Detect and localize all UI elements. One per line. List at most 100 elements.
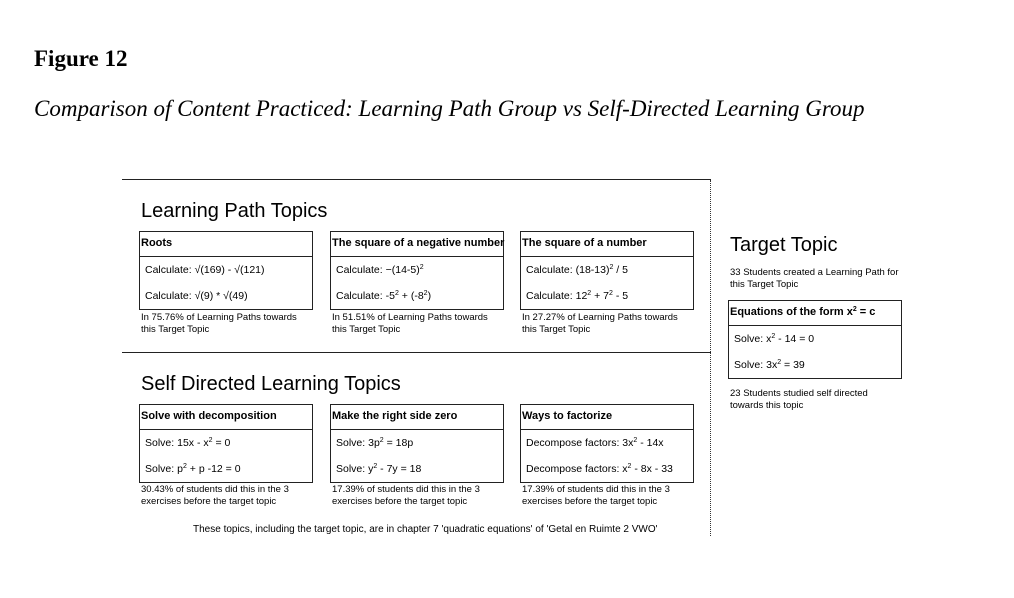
text-segment: + p -12 = 0 [186, 463, 241, 475]
exercise-1: Calculate: √(169) - √(121) [145, 264, 265, 276]
target-heading: Target Topic [730, 234, 838, 256]
superscript: 2 [394, 290, 399, 297]
note-line: In 51.51% of Learning Paths towards [332, 312, 488, 323]
topic-title: Ways to factorize [521, 405, 693, 430]
middle-divider [122, 352, 711, 353]
text-segment: Solve: x [734, 333, 772, 345]
top-divider [122, 179, 711, 180]
exercise-1: Calculate: (18-13)2 / 5 [526, 264, 628, 276]
topic-note: 17.39% of students did this in the 3 exer… [522, 484, 670, 507]
topic-title: Solve with decomposition [140, 405, 312, 430]
text-segment: - 14 = 0 [775, 333, 815, 345]
topic-box-decomposition: Solve with decomposition Solve: 15x - x2… [139, 404, 313, 483]
topic-note: In 51.51% of Learning Paths towards this … [332, 312, 488, 335]
superscript: 2 [609, 290, 613, 297]
note-line: 33 Students created a Learning Path for [730, 267, 899, 278]
target-topic-title: Equations of the form x2 = c [729, 301, 901, 326]
exercise-1: Solve: x2 - 14 = 0 [734, 333, 814, 345]
topic-box-right-side-zero: Make the right side zero Solve: 3p2 = 18… [330, 404, 504, 483]
topic-title: Roots [140, 232, 312, 257]
exercise-1: Solve: 15x - x2 = 0 [145, 437, 230, 449]
superscript: 2 [379, 437, 384, 444]
chapter-footnote: These topics, including the target topic… [193, 524, 658, 535]
note-line: 17.39% of students did this in the 3 [332, 484, 480, 495]
note-line: 17.39% of students did this in the 3 [522, 484, 670, 495]
text-segment: Decompose factors: 3x [526, 437, 634, 449]
note-line: In 27.27% of Learning Paths towards [522, 312, 678, 323]
self-directed-heading: Self Directed Learning Topics [141, 373, 401, 395]
topic-box-factorize: Ways to factorize Decompose factors: 3x2… [520, 404, 694, 483]
text-segment: = c [856, 306, 876, 318]
superscript: 2 [587, 290, 592, 297]
text-segment: - 8x - 33 [631, 463, 673, 475]
topic-title: The square of a negative number [331, 232, 504, 257]
note-line: exercises before the target topic [332, 495, 468, 507]
superscript: 2 [777, 359, 782, 366]
text-segment: = 39 [781, 359, 805, 371]
text-segment: Solve: 3x [734, 359, 778, 371]
text-segment: Calculate: −(14-5) [336, 264, 420, 276]
text-segment: Solve: p [145, 463, 183, 475]
superscript: 2 [208, 437, 213, 444]
note-line: exercises before the target topic [522, 495, 658, 507]
text-segment: / 5 [613, 264, 628, 276]
text-segment: Solve: y [336, 463, 374, 475]
note-line: In 75.76% of Learning Paths towards [141, 312, 297, 323]
text-segment: Equations of the form x [730, 306, 853, 318]
exercise-2: Decompose factors: x2 - 8x - 33 [526, 463, 673, 475]
superscript: 2 [609, 264, 614, 271]
exercise-2: Calculate: 122 + 72 - 5 [526, 290, 628, 302]
text-segment: + 7 [591, 290, 610, 302]
exercise-2: Solve: y2 - 7y = 18 [336, 463, 421, 475]
superscript: 2 [373, 463, 378, 470]
superscript: 2 [633, 437, 638, 444]
note-line: towards this topic [730, 399, 804, 411]
topic-box-roots: Roots Calculate: √(169) - √(121) Calcula… [139, 231, 313, 310]
topic-note: In 27.27% of Learning Paths towards this … [522, 312, 678, 335]
text-segment: Solve: 3p [336, 437, 380, 449]
topic-note: In 75.76% of Learning Paths towards this … [141, 312, 297, 335]
target-topic-box: Equations of the form x2 = c Solve: x2 -… [728, 300, 902, 379]
topic-box-square-number: The square of a number Calculate: (18-13… [520, 231, 694, 310]
text-segment: Calculate: √(9) * √(49) [145, 290, 248, 302]
text-segment: Decompose factors: x [526, 463, 628, 475]
text-segment: + (-8 [398, 290, 424, 302]
note-line: this Target Topic [522, 323, 591, 335]
note-line: exercises before the target topic [141, 495, 277, 507]
text-segment: Solve: 15x - x [145, 437, 209, 449]
topic-box-square-negative: The square of a negative number Calculat… [330, 231, 504, 310]
text-segment: = 18p [383, 437, 414, 449]
exercise-2: Calculate: √(9) * √(49) [145, 290, 248, 302]
text-segment: - 7y = 18 [377, 463, 422, 475]
exercise-2: Solve: 3x2 = 39 [734, 359, 805, 371]
figure-title: Comparison of Content Practiced: Learnin… [34, 96, 865, 121]
text-segment: - 5 [612, 290, 629, 302]
note-line: this Target Topic [141, 323, 210, 335]
superscript: 2 [182, 463, 187, 470]
target-note-top: 33 Students created a Learning Path for t… [730, 267, 898, 290]
exercise-1: Calculate: −(14-5)2 [336, 264, 424, 276]
superscript: 2 [852, 306, 857, 313]
target-note-bottom: 23 Students studied self directed towards… [730, 388, 868, 411]
exercise-1: Solve: 3p2 = 18p [336, 437, 413, 449]
text-segment: Calculate: √(169) - √(121) [145, 264, 265, 276]
text-segment: Calculate: -5 [336, 290, 395, 302]
topic-title: Make the right side zero [331, 405, 503, 430]
text-segment: Calculate: 12 [526, 290, 588, 302]
superscript: 2 [423, 290, 428, 297]
note-line: this Target Topic [730, 278, 799, 290]
exercise-2: Solve: p2 + p -12 = 0 [145, 463, 241, 475]
note-line: 30.43% of students did this in the 3 [141, 484, 289, 495]
text-segment: Calculate: (18-13) [526, 264, 610, 276]
note-line: this Target Topic [332, 323, 401, 335]
target-divider [710, 180, 711, 536]
exercise-1: Decompose factors: 3x2 - 14x [526, 437, 664, 449]
text-segment: - 14x [637, 437, 664, 449]
topic-title: The square of a number [521, 232, 693, 257]
superscript: 2 [419, 264, 424, 271]
topic-note: 17.39% of students did this in the 3 exer… [332, 484, 480, 507]
text-segment: ) [427, 290, 432, 302]
text-segment: = 0 [212, 437, 231, 449]
exercise-2: Calculate: -52 + (-82) [336, 290, 431, 302]
topic-note: 30.43% of students did this in the 3 exer… [141, 484, 289, 507]
